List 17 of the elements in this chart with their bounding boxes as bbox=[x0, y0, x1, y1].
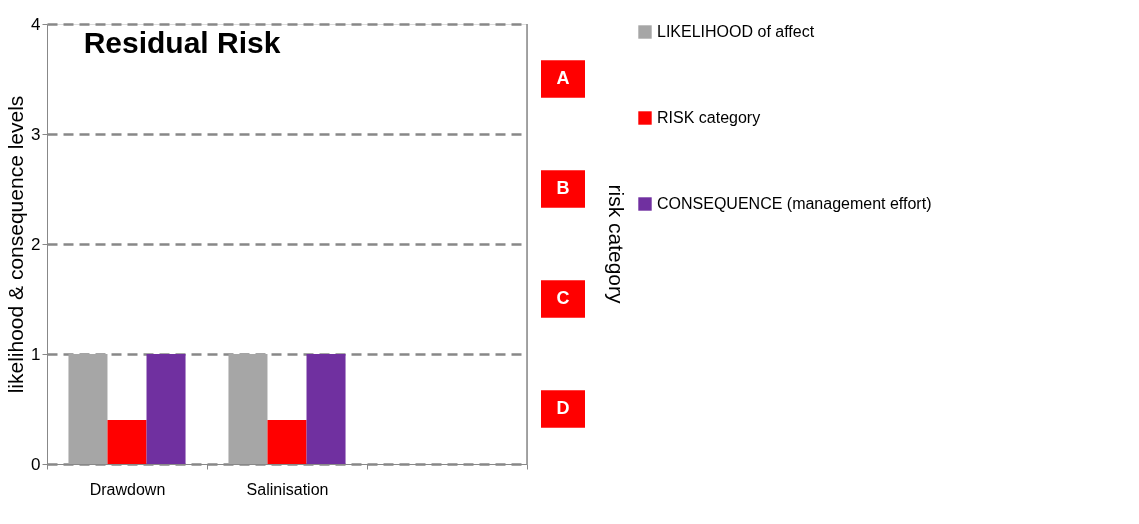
y2-axis-title: risk category bbox=[605, 184, 628, 305]
text: C bbox=[556, 288, 570, 308]
y-tick-label: 0 bbox=[31, 454, 41, 474]
y-tick-label: 1 bbox=[31, 344, 41, 364]
x-tick-label: Drawdown bbox=[89, 480, 166, 498]
chart-title: Residual Risk bbox=[83, 26, 281, 59]
y-tick-label: 2 bbox=[31, 234, 41, 254]
y-axis-title: likelihood & consequence levels bbox=[4, 95, 28, 394]
legend-label: LIKELIHOOD of affect bbox=[657, 23, 815, 40]
text: B bbox=[556, 178, 570, 198]
text: D bbox=[556, 398, 570, 418]
legend-label: CONSEQUENCE (management effort) bbox=[657, 195, 932, 212]
x-tick-label: Salinisation bbox=[246, 480, 329, 498]
legend-label: RISK category bbox=[657, 109, 761, 126]
text: A bbox=[556, 68, 570, 88]
y-tick-label: 4 bbox=[31, 14, 41, 34]
y-tick-label: 3 bbox=[31, 124, 41, 144]
